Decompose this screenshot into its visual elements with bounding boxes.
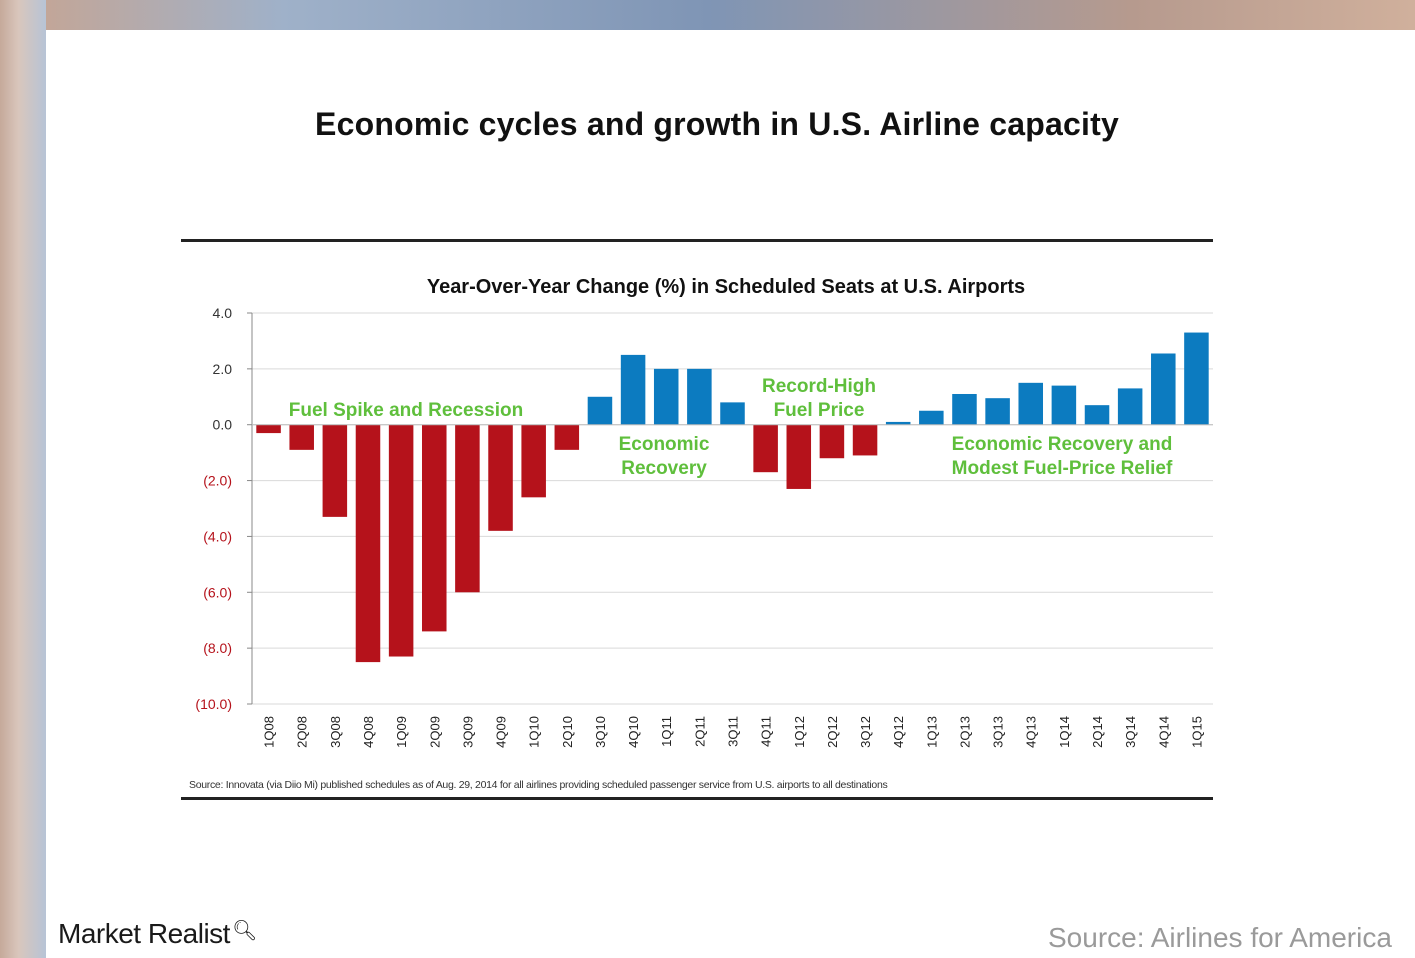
- bar: [653, 368, 679, 425]
- y-tick-label: (4.0): [203, 528, 232, 544]
- page-title: Economic cycles and growth in U.S. Airli…: [315, 106, 1119, 142]
- x-tick-label: 2Q11: [692, 716, 707, 747]
- x-tick-label: 3Q08: [328, 716, 343, 748]
- x-tick-label: 4Q08: [361, 716, 376, 748]
- bar: [388, 424, 414, 657]
- x-tick-label: 4Q09: [494, 716, 509, 748]
- bar: [554, 424, 580, 450]
- bar: [1084, 405, 1110, 425]
- x-tick-label: 1Q09: [394, 716, 409, 748]
- chart-annotation: Fuel Price: [774, 400, 865, 421]
- source-credit: Source: Airlines for America: [1048, 922, 1392, 953]
- bar: [1051, 385, 1077, 425]
- x-tick-label: 3Q09: [460, 716, 475, 748]
- y-tick-label: (6.0): [203, 584, 232, 600]
- chart-annotation: Record-High: [762, 376, 876, 397]
- background-top: [0, 0, 1415, 30]
- bar: [952, 393, 977, 425]
- x-tick-label: 3Q10: [593, 716, 608, 748]
- bar: [985, 398, 1010, 425]
- chart-annotation: Recovery: [621, 458, 707, 479]
- y-tick-label: (8.0): [203, 640, 232, 656]
- bar: [355, 424, 381, 663]
- bar: [488, 424, 513, 531]
- x-tick-label: 1Q11: [659, 716, 674, 747]
- x-tick-label: 2Q08: [295, 716, 310, 748]
- background-left: [0, 0, 46, 958]
- x-tick-label: 1Q15: [1189, 716, 1204, 748]
- bar: [852, 424, 878, 456]
- chart-annotation: Fuel Spike and Recession: [289, 400, 523, 421]
- chart-annotation: Modest Fuel-Price Relief: [952, 458, 1173, 479]
- bar: [521, 424, 546, 498]
- y-tick-label: 0.0: [213, 417, 233, 433]
- bar: [687, 368, 712, 425]
- slide: [46, 30, 1415, 958]
- x-tick-label: 1Q14: [1057, 716, 1072, 748]
- x-tick-label: 4Q14: [1156, 716, 1171, 748]
- bottom-rule: [181, 797, 1213, 800]
- x-tick-label: 2Q10: [560, 716, 575, 748]
- x-tick-label: 1Q08: [262, 716, 277, 748]
- bar: [1018, 382, 1044, 425]
- x-tick-label: 1Q10: [527, 716, 542, 748]
- bar: [421, 424, 447, 632]
- x-tick-label: 3Q13: [991, 716, 1006, 748]
- y-tick-label: 2.0: [213, 361, 233, 377]
- bar: [720, 402, 745, 425]
- logo-text: Market Realist: [58, 918, 230, 949]
- bar: [1117, 388, 1143, 425]
- x-tick-label: 3Q14: [1123, 716, 1138, 748]
- y-tick-label: (10.0): [195, 696, 232, 712]
- chart-annotation: Economic: [619, 434, 710, 455]
- bar: [322, 424, 348, 517]
- market-realist-logo: Market Realist 🔍︎: [58, 918, 257, 950]
- x-tick-label: 2Q14: [1090, 716, 1105, 748]
- x-tick-label: 3Q12: [858, 716, 873, 748]
- x-tick-label: 1Q12: [792, 716, 807, 748]
- x-tick-label: 4Q11: [759, 716, 774, 747]
- chart-annotation: Economic Recovery and: [952, 434, 1173, 455]
- y-tick-label: 4.0: [213, 305, 233, 321]
- x-tick-label: 2Q13: [957, 716, 972, 748]
- top-rule: [181, 239, 1213, 242]
- magnifier-icon: 🔍︎: [231, 920, 257, 942]
- bar: [753, 424, 778, 473]
- y-tick-label: (2.0): [203, 473, 232, 489]
- bar: [919, 410, 944, 425]
- x-tick-label: 4Q10: [626, 716, 641, 748]
- bar: [1184, 332, 1209, 425]
- bar: [587, 396, 613, 425]
- x-tick-label: 2Q09: [427, 716, 442, 748]
- bar: [289, 424, 314, 450]
- bar: [256, 424, 281, 434]
- bar: [885, 421, 911, 425]
- x-tick-label: 3Q11: [726, 716, 741, 747]
- chart-title: Year-Over-Year Change (%) in Scheduled S…: [427, 276, 1025, 298]
- bar: [1151, 353, 1176, 425]
- bar: [819, 424, 845, 459]
- x-tick-label: 4Q12: [891, 716, 906, 748]
- bar: [620, 354, 646, 425]
- x-tick-label: 2Q12: [825, 716, 840, 748]
- x-tick-label: 1Q13: [924, 716, 939, 748]
- chart-source-note: Source: Innovata (via Diio Mi) published…: [189, 779, 888, 791]
- bar: [455, 424, 480, 593]
- bar: [786, 424, 812, 489]
- x-tick-label: 4Q13: [1024, 716, 1039, 748]
